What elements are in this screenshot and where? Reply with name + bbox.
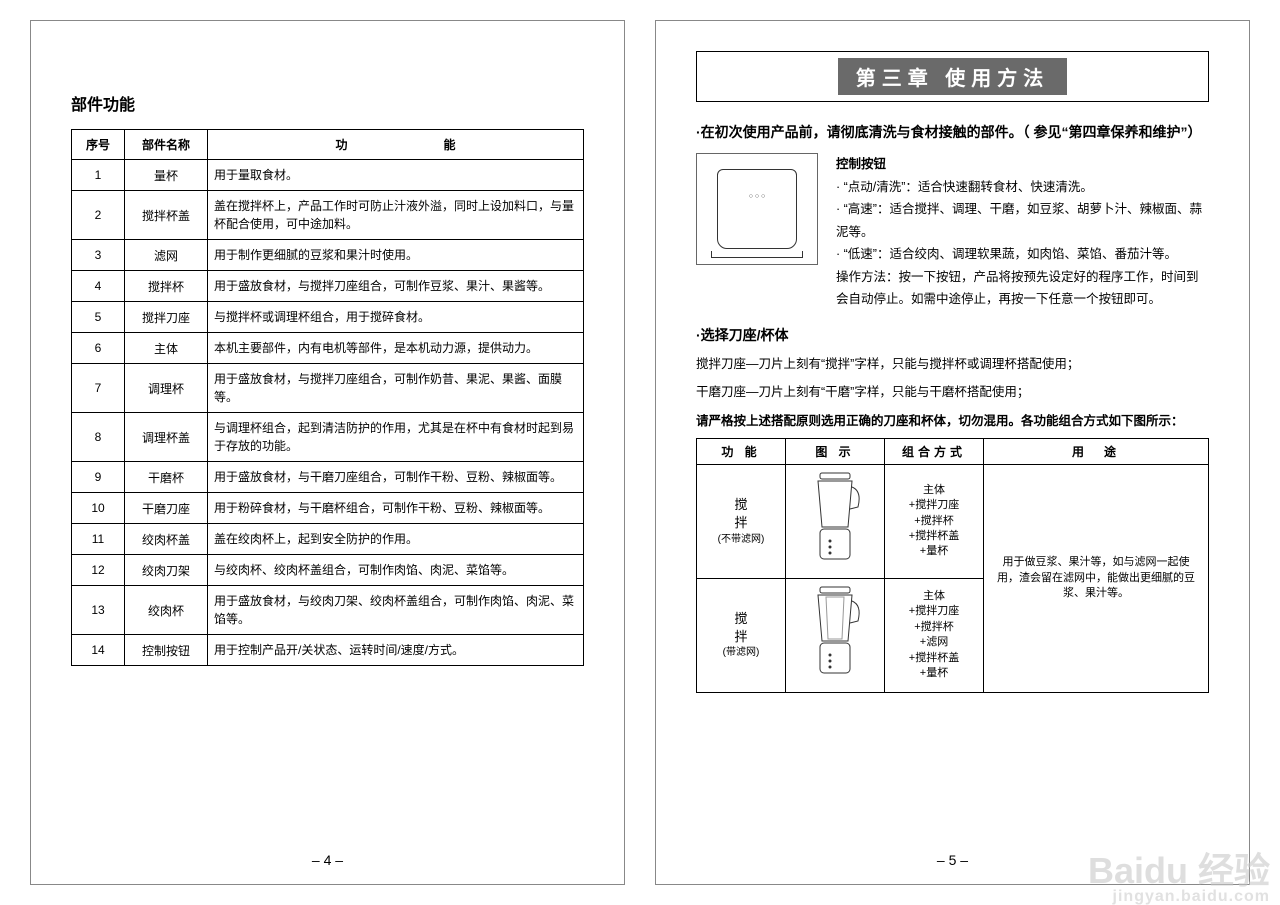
combo-row: 搅 拌 (不带滤网) 主体 +搅拌刀座 +搅拌杯 +搅拌杯盖: [697, 465, 1209, 579]
combo-use: 用于做豆浆、果汁等，如与滤网一起使用，渣会留在滤网中，能做出更细腻的豆浆、果汁等…: [984, 465, 1209, 693]
blender-icon: [800, 583, 870, 683]
table-row: 12绞肉刀架与绞肉杯、绞肉杯盖组合，可制作肉馅、肉泥、菜馅等。: [72, 555, 584, 586]
chapter-bar: 第三章 使用方法: [696, 51, 1209, 102]
device-illustration: ○ ○ ○: [696, 153, 818, 265]
cell-func: 用于盛放食材，与干磨刀座组合，可制作干粉、豆粉、辣椒面等。: [208, 462, 584, 493]
cell-func: 用于盛放食材，与搅拌刀座组合，可制作奶昔、果泥、果酱、面膜等。: [208, 364, 584, 413]
cell-name: 调理杯盖: [125, 413, 208, 462]
table-row: 2搅拌杯盖盖在搅拌杯上，产品工作时可防止汁液外溢，同时上设加料口，与量杯配合使用…: [72, 191, 584, 240]
combo-func: 搅 拌 (不带滤网): [697, 465, 786, 579]
combo-func: 搅 拌 (带滤网): [697, 578, 786, 692]
cell-num: 1: [72, 160, 125, 191]
table-row: 14控制按钮用于控制产品开/关状态、运转时间/速度/方式。: [72, 635, 584, 666]
table-row: 11绞肉杯盖盖在绞肉杯上，起到安全防护的作用。: [72, 524, 584, 555]
cell-name: 绞肉杯盖: [125, 524, 208, 555]
cell-num: 8: [72, 413, 125, 462]
combo-h-func: 功 能: [697, 439, 786, 465]
cell-func: 与绞肉杯、绞肉杯盖组合，可制作肉馅、肉泥、菜馅等。: [208, 555, 584, 586]
section-heading: 部件功能: [71, 91, 584, 115]
cell-func: 用于粉碎食材，与干磨杯组合，可制作干粉、豆粉、辣椒面等。: [208, 493, 584, 524]
combo-h-illus: 图 示: [786, 439, 885, 465]
combo-illus: [786, 578, 885, 692]
cell-name: 量杯: [125, 160, 208, 191]
cell-num: 9: [72, 462, 125, 493]
table-row: 5搅拌刀座与搅拌杯或调理杯组合，用于搅碎食材。: [72, 302, 584, 333]
cell-func: 与搅拌杯或调理杯组合，用于搅碎食材。: [208, 302, 584, 333]
cell-num: 4: [72, 271, 125, 302]
col-header-num: 序号: [72, 130, 125, 160]
combo-table: 功 能 图 示 组合方式 用 途 搅 拌 (不带滤网): [696, 438, 1209, 693]
cell-func: 盖在绞肉杯上，起到安全防护的作用。: [208, 524, 584, 555]
cell-name: 干磨刀座: [125, 493, 208, 524]
cell-func: 盖在搅拌杯上，产品工作时可防止汁液外溢，同时上设加料口，与量杯配合使用，可中途加…: [208, 191, 584, 240]
cell-name: 绞肉杯: [125, 586, 208, 635]
control-section: ○ ○ ○ 控制按钮 · “点动/清洗”：适合快速翻转食材、快速清洗。 · “高…: [696, 153, 1209, 311]
chapter-title: 第三章 使用方法: [838, 58, 1068, 95]
page-number: – 4 –: [31, 852, 624, 868]
intro-text: ·在初次使用产品前，请彻底清洗与食材接触的部件。（ 参见“第四章保养和维护”）: [696, 122, 1209, 143]
cell-num: 7: [72, 364, 125, 413]
control-line: 操作方法：按一下按钮，产品将按预先设定好的程序工作，时间到会自动停止。如需中途停…: [836, 266, 1209, 311]
table-row: 7调理杯用于盛放食材，与搅拌刀座组合，可制作奶昔、果泥、果酱、面膜等。: [72, 364, 584, 413]
cell-num: 2: [72, 191, 125, 240]
table-row: 9干磨杯用于盛放食材，与干磨刀座组合，可制作干粉、豆粉、辣椒面等。: [72, 462, 584, 493]
table-row: 6主体本机主要部件，内有电机等部件，是本机动力源，提供动力。: [72, 333, 584, 364]
cell-name: 绞肉刀架: [125, 555, 208, 586]
combo-h-use: 用 途: [984, 439, 1209, 465]
cell-name: 搅拌杯盖: [125, 191, 208, 240]
control-line: · “点动/清洗”：适合快速翻转食材、快速清洗。: [836, 176, 1209, 199]
table-row: 10干磨刀座用于粉碎食材，与干磨杯组合，可制作干粉、豆粉、辣椒面等。: [72, 493, 584, 524]
blender-icon: [800, 469, 870, 569]
control-heading: 控制按钮: [836, 153, 1209, 176]
combo-list: 主体 +搅拌刀座 +搅拌杯 +搅拌杯盖 +量杯: [885, 465, 984, 579]
page-5: 第三章 使用方法 ·在初次使用产品前，请彻底清洗与食材接触的部件。（ 参见“第四…: [655, 20, 1250, 885]
table-row: 13绞肉杯用于盛放食材，与绞肉刀架、绞肉杯盖组合，可制作肉馅、肉泥、菜馅等。: [72, 586, 584, 635]
cell-num: 12: [72, 555, 125, 586]
col-header-func: 功 能: [208, 130, 584, 160]
cell-num: 13: [72, 586, 125, 635]
cell-func: 用于制作更细腻的豆浆和果汁时使用。: [208, 240, 584, 271]
cell-func: 用于控制产品开/关状态、运转时间/速度/方式。: [208, 635, 584, 666]
cell-name: 滤网: [125, 240, 208, 271]
cell-func: 用于盛放食材，与搅拌刀座组合，可制作豆浆、果汁、果酱等。: [208, 271, 584, 302]
control-text: 控制按钮 · “点动/清洗”：适合快速翻转食材、快速清洗。 · “高速”：适合搅…: [836, 153, 1209, 311]
page-number: – 5 –: [656, 852, 1249, 868]
table-row: 8调理杯盖与调理杯组合，起到清洁防护的作用，尤其是在杯中有食材时起到易于存放的功…: [72, 413, 584, 462]
device-buttons-icon: ○ ○ ○: [749, 192, 766, 202]
parts-table: 序号 部件名称 功 能 1量杯用于量取食材。2搅拌杯盖盖在搅拌杯上，产品工作时可…: [71, 129, 584, 666]
cell-func: 本机主要部件，内有电机等部件，是本机动力源，提供动力。: [208, 333, 584, 364]
cell-num: 10: [72, 493, 125, 524]
table-row: 3滤网用于制作更细腻的豆浆和果汁时使用。: [72, 240, 584, 271]
cell-name: 搅拌刀座: [125, 302, 208, 333]
cell-num: 6: [72, 333, 125, 364]
cell-num: 14: [72, 635, 125, 666]
cell-num: 3: [72, 240, 125, 271]
cell-name: 控制按钮: [125, 635, 208, 666]
cell-name: 主体: [125, 333, 208, 364]
cell-name: 搅拌杯: [125, 271, 208, 302]
page-4: 部件功能 序号 部件名称 功 能 1量杯用于量取食材。2搅拌杯盖盖在搅拌杯上，产…: [30, 20, 625, 885]
cell-name: 干磨杯: [125, 462, 208, 493]
combo-illus: [786, 465, 885, 579]
cell-num: 11: [72, 524, 125, 555]
select-para: 干磨刀座—刀片上刻有“干磨”字样，只能与干磨杯搭配使用；: [696, 381, 1209, 404]
cell-func: 用于盛放食材，与绞肉刀架、绞肉杯盖组合，可制作肉馅、肉泥、菜馅等。: [208, 586, 584, 635]
cell-func: 与调理杯组合，起到清洁防护的作用，尤其是在杯中有食材时起到易于存放的功能。: [208, 413, 584, 462]
combo-list: 主体 +搅拌刀座 +搅拌杯 +滤网 +搅拌杯盖 +量杯: [885, 578, 984, 692]
control-line: · “低速”：适合绞肉、调理软果蔬，如肉馅、菜馅、番茄汁等。: [836, 243, 1209, 266]
combo-h-combo: 组合方式: [885, 439, 984, 465]
cell-func: 用于量取食材。: [208, 160, 584, 191]
control-line: · “高速”：适合搅拌、调理、干磨，如豆浆、胡萝卜汁、辣椒面、蒜泥等。: [836, 198, 1209, 243]
table-row: 1量杯用于量取食材。: [72, 160, 584, 191]
col-header-name: 部件名称: [125, 130, 208, 160]
page-spread: 部件功能 序号 部件名称 功 能 1量杯用于量取食材。2搅拌杯盖盖在搅拌杯上，产…: [0, 0, 1280, 905]
cell-name: 调理杯: [125, 364, 208, 413]
table-row: 4搅拌杯用于盛放食材，与搅拌刀座组合，可制作豆浆、果汁、果酱等。: [72, 271, 584, 302]
select-para: 搅拌刀座—刀片上刻有“搅拌”字样，只能与搅拌杯或调理杯搭配使用；: [696, 353, 1209, 376]
select-heading: ·选择刀座/杯体: [696, 325, 1209, 345]
select-para-bold: 请严格按上述搭配原则选用正确的刀座和杯体，切勿混用。各功能组合方式如下图所示：: [696, 410, 1209, 433]
cell-num: 5: [72, 302, 125, 333]
